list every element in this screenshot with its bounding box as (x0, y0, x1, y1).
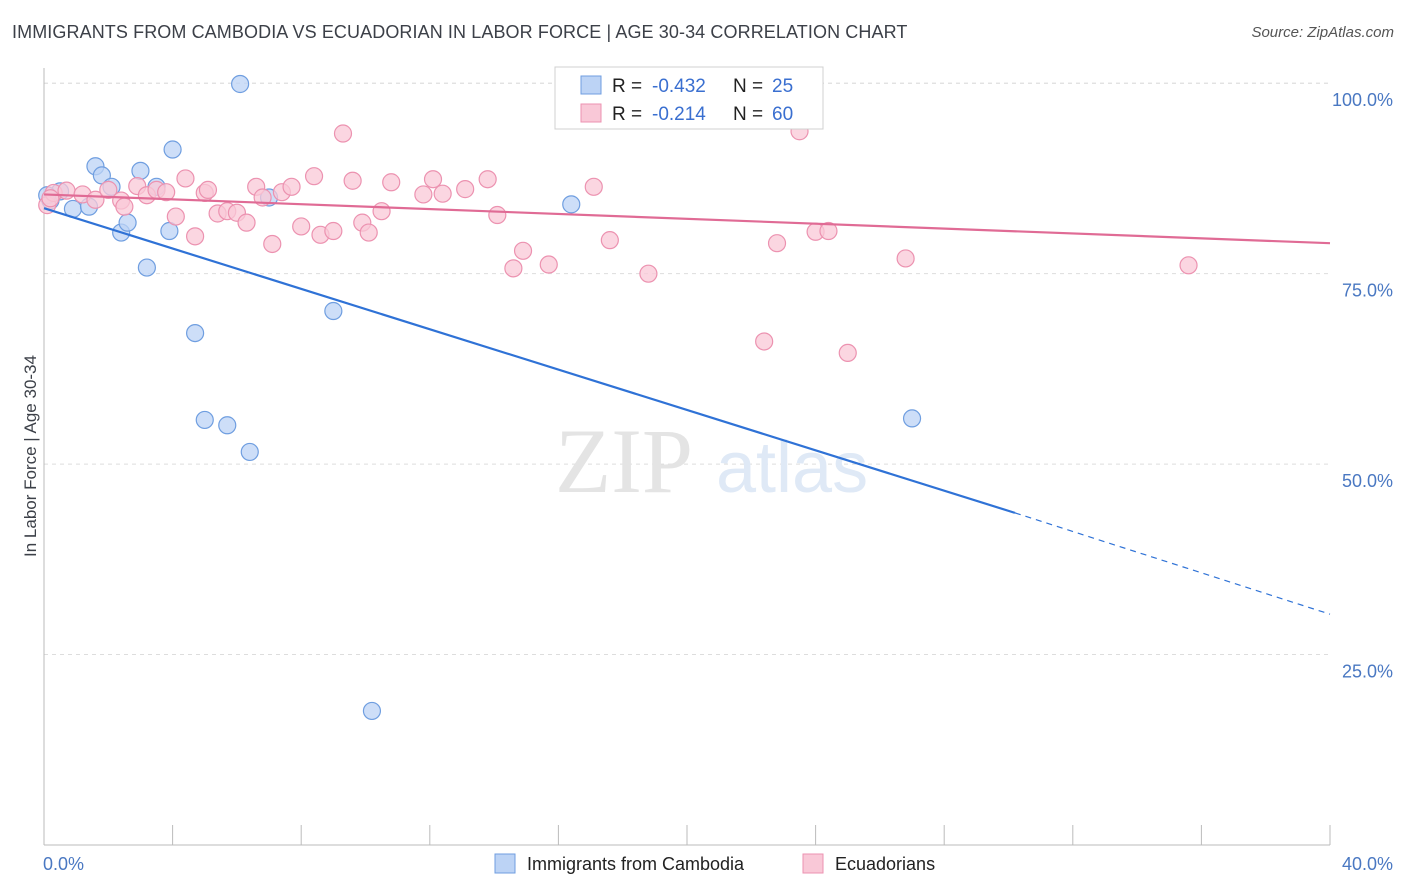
point-ecuador-50 (755, 332, 774, 351)
point-ecuador-34 (372, 202, 391, 221)
legend-swatch-cambodia (580, 75, 602, 95)
point-ecuador-30 (333, 124, 353, 143)
point-ecuador-58 (1179, 256, 1198, 275)
legend-box: R = -0.432 N = 25 R = -0.214 N = 60 (554, 66, 824, 130)
point-ecuador-14 (186, 227, 205, 246)
y-tick-label-100: 100.0% (1332, 90, 1393, 110)
point-ecuador-23 (263, 234, 282, 254)
point-ecuador-38 (433, 184, 452, 203)
point-ecuador-35 (382, 173, 401, 192)
watermark-atlas: atlas (716, 428, 868, 508)
y-tick-label-75: 75.0% (1342, 281, 1393, 301)
trend-line-cambodia-extension (1014, 512, 1331, 615)
y-axis-label: In Labor Force | Age 30-34 (21, 355, 40, 557)
watermark: ZIP atlas (555, 410, 868, 512)
bottom-legend-label-ecuador: Ecuadorians (835, 854, 935, 874)
point-ecuador-16 (198, 180, 218, 199)
point-ecuador-47 (639, 264, 658, 283)
y-tick-label-50: 50.0% (1342, 471, 1393, 491)
point-ecuador-37 (423, 170, 443, 189)
point-cambodia-18 (240, 442, 259, 462)
point-ecuador-33 (359, 223, 378, 242)
bottom-legend: Immigrants from Cambodia Ecuadorians (494, 853, 935, 874)
series-cambodia-points (38, 74, 922, 721)
legend-r-value-ecuador: -0.214 (652, 104, 706, 125)
point-cambodia-20 (324, 301, 343, 321)
source-credit: Source: ZipAtlas.com (1251, 24, 1394, 41)
legend-n-value-ecuador: 60 (772, 104, 793, 125)
legend-n-label-cambodia: N = (733, 76, 763, 97)
point-cambodia-14 (186, 323, 205, 343)
bottom-legend-swatch-ecuador (802, 853, 824, 874)
point-cambodia-21 (362, 701, 382, 721)
point-ecuador-31 (343, 171, 362, 190)
point-cambodia-15 (195, 410, 214, 430)
point-cambodia-17 (231, 74, 250, 94)
point-ecuador-27 (304, 167, 324, 186)
point-ecuador-43 (513, 241, 533, 260)
legend-n-value-cambodia: 25 (772, 76, 793, 97)
y-tick-label-25: 25.0% (1342, 662, 1393, 682)
point-ecuador-40 (478, 170, 497, 189)
point-cambodia-22 (562, 195, 581, 214)
trend-line-ecuador (43, 193, 1331, 245)
point-ecuador-12 (166, 207, 185, 226)
point-cambodia-13 (163, 140, 182, 159)
point-ecuador-29 (324, 221, 343, 241)
point-cambodia-9 (131, 161, 150, 180)
point-ecuador-45 (584, 177, 603, 196)
point-ecuador-56 (838, 343, 857, 362)
trend-line-cambodia (43, 207, 1016, 514)
point-cambodia-8 (118, 213, 137, 232)
point-ecuador-41 (488, 205, 507, 225)
point-ecuador-25 (282, 177, 301, 196)
point-ecuador-55 (819, 221, 838, 241)
point-ecuador-20 (237, 213, 256, 232)
point-ecuador-57 (896, 249, 915, 268)
point-ecuador-44 (539, 255, 558, 274)
legend-r-value-cambodia: -0.432 (652, 76, 706, 97)
point-cambodia-10 (137, 258, 156, 277)
bottom-legend-swatch-cambodia (494, 853, 516, 874)
chart-title: IMMIGRANTS FROM CAMBODIA VS ECUADORIAN I… (12, 22, 908, 42)
legend-r-label-cambodia: R = (612, 76, 642, 97)
point-ecuador-5 (99, 180, 118, 199)
point-cambodia-16 (218, 416, 237, 435)
legend-n-label-ecuador: N = (733, 104, 763, 125)
point-ecuador-51 (767, 234, 787, 253)
legend-r-label-ecuador: R = (612, 104, 642, 125)
point-ecuador-59 (41, 189, 60, 208)
point-cambodia-23 (902, 409, 922, 428)
point-ecuador-42 (504, 259, 523, 278)
point-ecuador-13 (176, 169, 195, 188)
point-ecuador-36 (414, 185, 433, 204)
tick-labels: 25.0% 50.0% 75.0% 100.0% 0.0% 40.0% (43, 90, 1393, 874)
point-ecuador-26 (292, 217, 311, 236)
point-ecuador-7 (115, 197, 134, 216)
x-tick-label-min: 0.0% (43, 854, 84, 874)
point-ecuador-46 (600, 231, 619, 250)
point-ecuador-39 (456, 180, 475, 199)
watermark-zip: ZIP (555, 410, 693, 512)
legend-swatch-ecuador (580, 103, 602, 123)
point-ecuador-11 (157, 183, 176, 202)
bottom-legend-label-cambodia: Immigrants from Cambodia (527, 854, 745, 874)
trend-lines (43, 193, 1331, 615)
x-tick-label-max: 40.0% (1342, 854, 1393, 874)
